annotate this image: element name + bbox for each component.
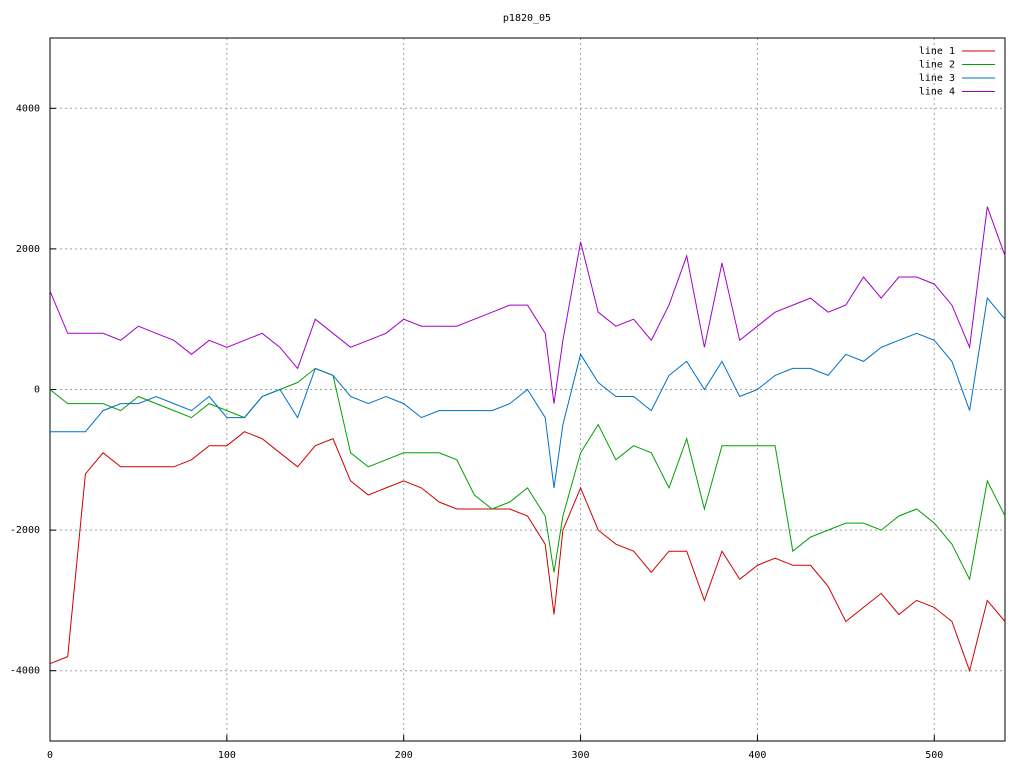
x-tick-label: 200 <box>395 750 413 761</box>
series-line <box>49 206 1006 404</box>
x-tick-label: 400 <box>748 750 766 761</box>
legend-label: line 4 <box>919 87 955 98</box>
legend-label: line 1 <box>919 46 955 57</box>
x-tick-label: 500 <box>925 750 943 761</box>
y-tick-label: 0 <box>34 385 40 396</box>
x-tick-label: 300 <box>572 750 590 761</box>
x-tick-label: 100 <box>218 750 236 761</box>
y-tick-label: 2000 <box>16 244 40 255</box>
y-tick-label: 4000 <box>16 103 40 114</box>
y-tick-label: -4000 <box>10 666 40 677</box>
x-tick-label: 0 <box>47 750 53 761</box>
chart-title: p1820_05 <box>503 13 551 24</box>
series-line <box>49 367 1006 581</box>
series-line <box>50 296 1006 488</box>
legend-label: line 2 <box>919 60 955 71</box>
series-line <box>49 431 1006 673</box>
y-tick-label: -2000 <box>10 525 40 536</box>
legend-label: line 3 <box>919 73 955 84</box>
